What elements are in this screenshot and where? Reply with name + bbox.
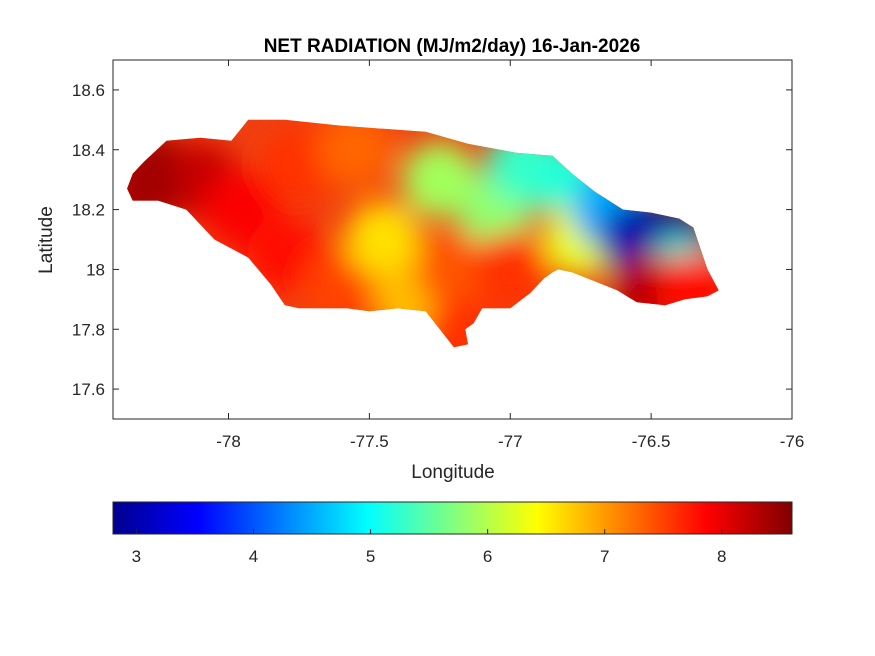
y-axis-ticks: 17.6 17.8 18 18.2 18.4 18.6 [72,81,792,399]
colorbar-tick-label: 3 [132,547,141,566]
y-tick-label: 18 [86,260,105,279]
x-tick-label: -76 [780,432,805,451]
field-sample [472,231,549,308]
x-axis-label: Longitude [411,462,494,483]
y-tick-label: 17.6 [72,380,105,399]
x-tick-label: -77 [498,432,523,451]
field-sample [415,231,492,308]
y-tick-label: 18.6 [72,81,105,100]
colorbar-tick-label: 7 [600,547,609,566]
x-tick-label: -77.5 [350,432,389,451]
y-axis-label: Latitude [36,206,57,274]
colorbar-tick-label: 8 [717,547,726,566]
x-axis-ticks: -78 -77.5 -77 -76.5 -76 [216,60,804,451]
field-sample [317,119,394,188]
colorbar-tick-label: 6 [483,547,492,566]
field-sample [246,216,323,293]
field-sample [401,141,478,218]
x-tick-label: -76.5 [632,432,671,451]
field-sample [345,201,422,278]
chart-title: NET RADIATION (MJ/m2/day) 16-Jan-2026 [264,36,641,57]
y-tick-label: 17.8 [72,320,105,339]
colorbar-tick-label: 4 [249,547,258,566]
y-tick-label: 18.2 [72,201,105,220]
x-tick-label: -78 [216,432,241,451]
y-tick-label: 18.4 [72,141,105,160]
colorbar [112,501,793,535]
colorbar-tick-label: 5 [366,547,375,566]
colorbar-ticks: 3 4 5 6 7 8 [132,529,726,566]
